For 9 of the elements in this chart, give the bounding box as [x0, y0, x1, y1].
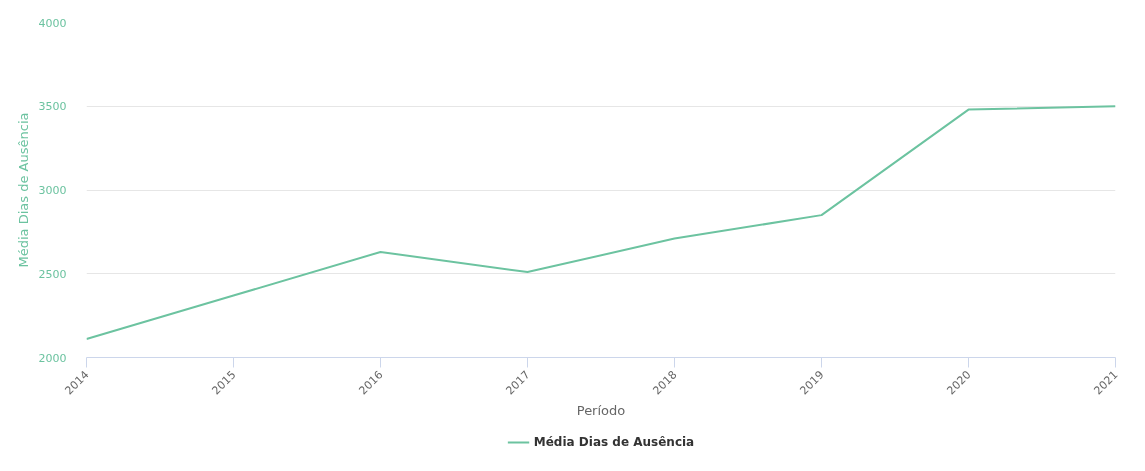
x-axis-title: Período	[576, 402, 626, 418]
y-tick-label: 2000	[38, 351, 67, 365]
y-axis-title: Média Dias de Ausência	[15, 112, 31, 268]
y-tick-label: 3000	[38, 184, 67, 197]
y-tick-label: 4000	[38, 16, 67, 30]
legend-label: Média Dias de Ausência	[533, 435, 695, 449]
line-series	[86, 105, 1116, 341]
y-tick-label: 3500	[38, 100, 67, 114]
y-tick-label: 2500	[38, 267, 67, 281]
